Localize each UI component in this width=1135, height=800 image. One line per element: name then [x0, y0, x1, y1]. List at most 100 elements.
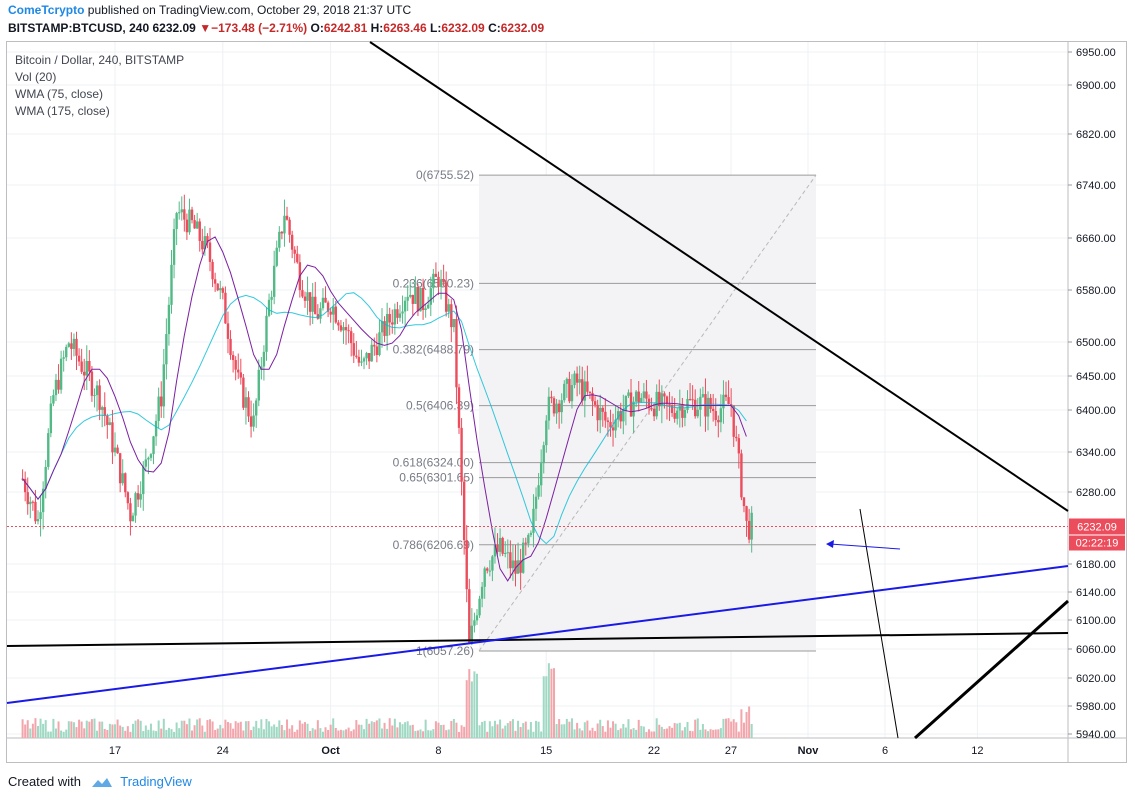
- candle-body: [72, 338, 76, 349]
- volume-bar: [265, 718, 268, 738]
- author-link[interactable]: ComeTcrypto: [8, 3, 85, 17]
- volume-bar: [635, 729, 638, 738]
- volume-bar: [157, 720, 160, 738]
- candle-body: [175, 213, 178, 230]
- candle-body: [455, 318, 458, 388]
- candle-body: [557, 403, 561, 413]
- candle-body: [70, 343, 73, 349]
- candle-body: [342, 327, 345, 331]
- fib-level-label: 0.786(6206.69): [393, 538, 474, 552]
- legend-vol[interactable]: Vol (20): [15, 70, 57, 84]
- volume-bar: [149, 723, 152, 738]
- candle-body: [450, 304, 453, 328]
- volume-bar: [316, 720, 319, 738]
- candle-body: [296, 253, 299, 263]
- candle-body: [83, 371, 86, 376]
- volume-bar: [473, 671, 476, 738]
- volume-bar: [709, 729, 712, 738]
- candle-body: [496, 544, 499, 552]
- candle-body: [663, 393, 666, 397]
- candle-body: [285, 215, 289, 220]
- candle-body: [668, 404, 671, 406]
- x-tick-label: 15: [540, 745, 552, 757]
- y-tick-label: 6500.00: [1076, 337, 1116, 349]
- volume-bar: [511, 719, 514, 738]
- candle-body: [365, 353, 368, 359]
- candle-body: [237, 369, 240, 373]
- volume-bar: [126, 726, 129, 738]
- tradingview-link[interactable]: TradingView: [120, 774, 192, 789]
- candle-body: [534, 496, 538, 509]
- candle-body: [416, 286, 420, 312]
- candle-body: [504, 552, 507, 554]
- candle-body: [432, 273, 435, 289]
- candle-body: [349, 331, 353, 344]
- volume-bar: [488, 721, 491, 738]
- price-change: −173.48 (−2.71%): [211, 21, 308, 35]
- candle-body: [293, 249, 296, 254]
- candle-body: [26, 492, 29, 505]
- candle-body: [62, 357, 65, 359]
- candle-body: [118, 453, 122, 484]
- fib-level-label: 0(6755.52): [416, 168, 474, 182]
- candle-body: [216, 283, 219, 291]
- candle-body: [47, 433, 50, 467]
- volume-bar: [288, 728, 291, 738]
- volume-bar: [293, 731, 296, 738]
- volume-bar: [624, 727, 627, 738]
- candle-body: [437, 276, 440, 287]
- publish-line: ComeTcrypto published on TradingView.com…: [8, 3, 411, 17]
- legend-wma175[interactable]: WMA (175, close): [15, 104, 110, 118]
- candle-body: [108, 422, 112, 425]
- candle-body: [411, 294, 415, 304]
- volume-bar: [396, 727, 399, 738]
- candle-body: [360, 361, 363, 363]
- candle-body: [23, 478, 27, 493]
- volume-bar: [696, 718, 699, 738]
- volume-bar: [596, 723, 599, 738]
- volume-bar: [152, 730, 155, 738]
- last-price-badge: [1069, 518, 1125, 535]
- volume-bar: [124, 730, 127, 738]
- candle-body: [308, 292, 312, 312]
- last-price: 6232.09: [152, 21, 196, 35]
- volume-bar: [175, 722, 178, 738]
- candle-body: [357, 356, 361, 363]
- volume-bar: [34, 718, 37, 738]
- candle-body: [388, 313, 391, 323]
- candle-body: [647, 398, 651, 409]
- volume-bar: [617, 730, 620, 738]
- candle-body: [29, 501, 32, 505]
- candle-body: [583, 381, 587, 401]
- volume-bar: [131, 723, 134, 738]
- candle-body: [149, 454, 153, 458]
- close-value: 6232.09: [500, 21, 545, 35]
- candle-body: [54, 379, 58, 396]
- candle-body: [560, 400, 563, 413]
- volume-bar: [185, 724, 188, 738]
- volume-bar: [198, 718, 201, 738]
- candle-body: [578, 379, 581, 383]
- volume-bar: [391, 725, 394, 738]
- fib-level-label: 0.5(6406.39): [406, 399, 474, 413]
- volume-bar: [301, 723, 304, 738]
- volume-bar: [663, 729, 666, 738]
- volume-bar: [637, 719, 640, 738]
- volume-bar: [309, 731, 312, 738]
- volume-bar: [193, 725, 196, 738]
- volume-bar: [116, 719, 119, 738]
- candle-body: [326, 302, 330, 312]
- candle-body: [634, 391, 638, 402]
- created-with-label: Created with: [8, 774, 81, 789]
- volume-bar: [522, 723, 525, 738]
- volume-bar: [517, 720, 520, 738]
- volume-bar: [432, 729, 435, 738]
- volume-bar: [93, 718, 96, 738]
- legend-wma75[interactable]: WMA (75, close): [15, 87, 104, 101]
- open-label: O:: [310, 21, 324, 35]
- volume-bar: [414, 730, 417, 738]
- candle-body: [370, 344, 373, 362]
- candle-body: [339, 325, 343, 331]
- volume-bar: [383, 722, 386, 738]
